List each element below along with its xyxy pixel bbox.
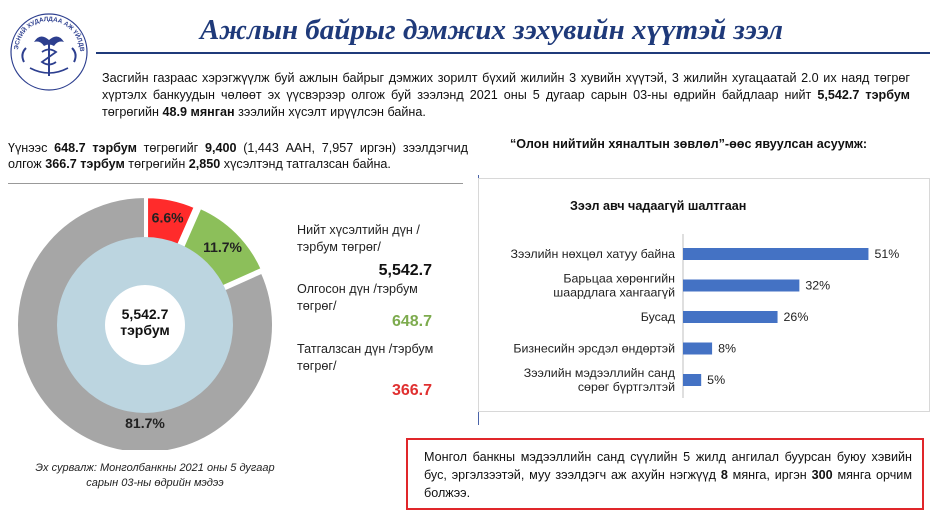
data-label-2: 32% (805, 279, 830, 293)
donut-center (105, 285, 185, 365)
note-text-1: Монгол банкны мэдээллийн санд сүүлийн 5 … (424, 450, 912, 482)
highlight-note-box (406, 438, 924, 510)
bar-5 (683, 374, 702, 386)
category-label-1: Зээлийн нөхцөл хатуу байна (511, 247, 676, 261)
total-request-label: Нийт хүсэлтийн дүн /тэрбум төгрөг/ (297, 223, 420, 254)
note-company-count: 8 (720, 468, 728, 482)
category-label-4: Бизнесийн эрсдэл өндөртэй (513, 342, 675, 356)
summary-granted-amount: 648.7 тэрбум (54, 141, 137, 155)
loan-status-donut: 81.7% 6.6% 11.7% (16, 195, 274, 450)
chamber-logo: МОНГОЛЫН ҮНДЭСНИЙ ХУДАЛДАА АЖ ҮЙЛДВЭРИЙН… (3, 0, 92, 94)
bar-3 (683, 311, 778, 323)
survey-title: “Олон нийтийн хяналтын зөвлөл”-өөс явуул… (510, 137, 868, 151)
category-label-5: Зээлийн мэдээллийн санд сөрөг бүртгэлтэй (524, 366, 676, 394)
donut-slice-label-1: 81.7% (125, 415, 165, 431)
category-label-3: Бусад (641, 310, 676, 324)
summary-text-2: төгрөгийг (136, 141, 205, 155)
summary-divider (8, 183, 463, 184)
granted-amount-value: 648.7 (391, 313, 432, 330)
summary-text-1: Үүнээс (8, 141, 55, 155)
donut-slice-label-3: 11.7% (203, 239, 242, 255)
bar-1 (683, 248, 869, 260)
intro-request-count: 48.9 мянган (162, 105, 235, 119)
data-label-4: 8% (718, 342, 736, 356)
summary-text-5: хүсэлтэнд татгалзсан байна. (220, 157, 391, 171)
granted-amount-label: Олгосон дүн /тэрбум төгрөг/ (297, 282, 418, 313)
rejected-amount-value: 366.7 (391, 382, 432, 399)
rejected-amount-label: Татгалзсан дүн /тэрбум төгрөг/ (297, 342, 434, 373)
summary-rejected-amount: 366.7 тэрбум (45, 157, 125, 171)
page-title: Ажлын байрыг дэмжих зэхувийн хүүтэй зээл (200, 14, 784, 46)
donut-center-unit: тэрбум (120, 322, 170, 338)
data-label-3: 26% (784, 310, 809, 324)
summary-paragraph: Үүнээс 648.7 тэрбум төгрөгийг 9,400 (1,4… (8, 140, 468, 172)
bar-4 (683, 342, 713, 355)
donut-slice-label-2: 6.6% (152, 209, 184, 225)
donut-center-label: 5,542.7 тэрбум (110, 306, 180, 338)
chart-title: Зээл авч чадаагүй шалтгаан (570, 199, 747, 213)
highlight-note-text: Монгол банкны мэдээллийн санд сүүлийн 5 … (424, 448, 912, 502)
summary-borrower-count: 9,400 (204, 141, 237, 155)
summary-text-3: (1,443 ААН, 7,957 иргэн) зээлдэгчид олго… (8, 141, 468, 171)
donut-center-value: 5,542.7 (121, 306, 169, 322)
intro-total-amount: 5,542.7 тэрбум (817, 88, 910, 102)
note-citizen-count: 300 (811, 468, 833, 482)
intro-text-1: Засгийн газраас хэрэгжүүлж буй ажлын бай… (102, 71, 910, 102)
intro-text-2: төгрөгийн (102, 105, 163, 119)
intro-text-3: зээлийн хүсэлт ирүүлсэн байна. (234, 105, 426, 119)
title-underline (96, 52, 930, 54)
note-text-2: мянга, иргэн (727, 468, 812, 482)
rejection-reasons-bar-chart: Зээлийн нөхцөл хатуу байна 51% Барьцаа хөр… (511, 234, 899, 398)
data-label-1: 51% (874, 247, 899, 261)
intro-paragraph: Засгийн газраас хэрэгжүүлж буй ажлын бай… (102, 70, 910, 121)
bar-2 (683, 279, 800, 292)
chart-frame (478, 178, 930, 412)
data-label-5: 5% (707, 373, 725, 387)
summary-text-4: төгрөгийн (124, 157, 189, 171)
summary-rejected-count: 2,850 (188, 157, 221, 171)
note-text-3: мянга орчим болжээ. (424, 468, 913, 500)
total-request-value: 5,542.7 (378, 262, 432, 279)
source-note: Эх сурвалж: Монголбанкны 2021 оны 5 дуга… (35, 462, 275, 489)
category-label-2: Барьцаа хөрөнгийн шаардлага хангаагүй (553, 272, 675, 300)
